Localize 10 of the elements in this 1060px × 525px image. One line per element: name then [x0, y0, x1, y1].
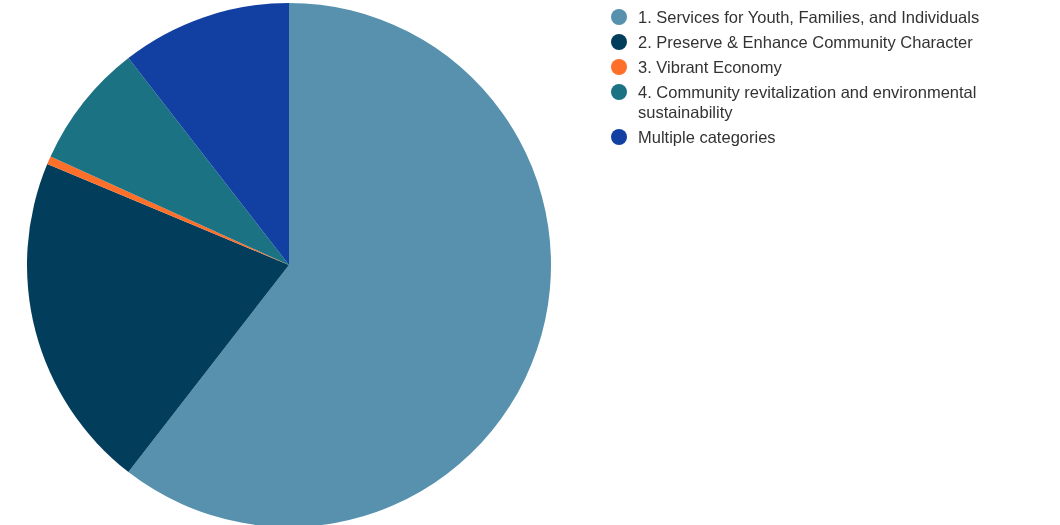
legend-label: 1. Services for Youth, Families, and Individuals	[638, 8, 980, 26]
pie-slice	[27, 163, 289, 473]
pie-slice	[128, 3, 289, 265]
legend-label: 2. Preserve & Enhance Community Character	[638, 33, 974, 51]
legend-label: 4. Community revitalization and environmental sustainability	[638, 83, 977, 121]
pie-slice	[128, 3, 551, 525]
legend-label: 3. Vibrant Economy	[638, 58, 783, 76]
pie-slice	[50, 57, 289, 265]
legend-label: Multiple categories	[638, 128, 776, 146]
pie-slice	[47, 156, 289, 265]
